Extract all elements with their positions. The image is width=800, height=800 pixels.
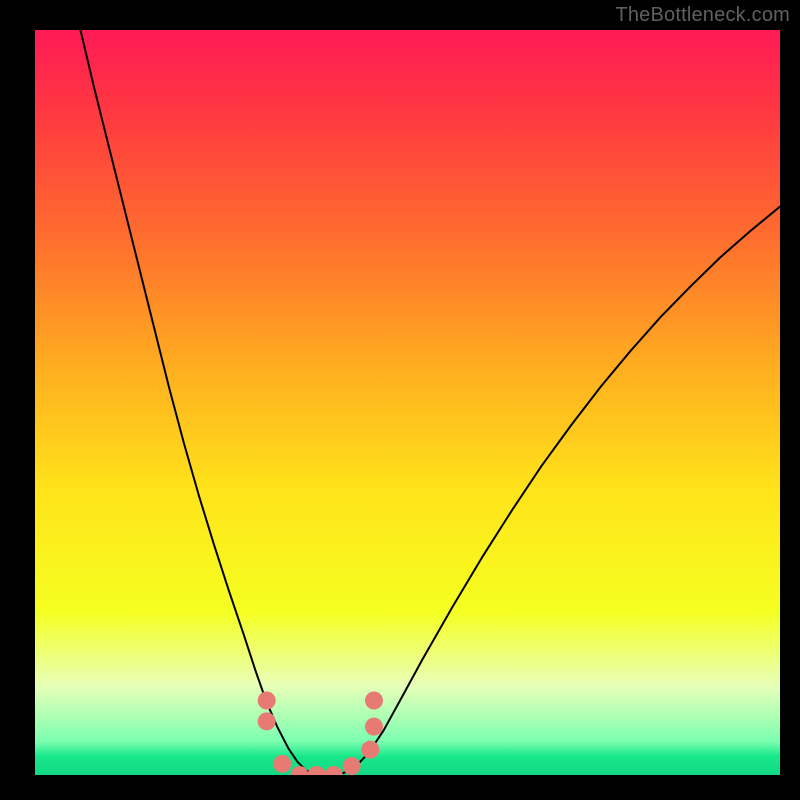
marker-dot: [325, 766, 343, 775]
watermark-text: TheBottleneck.com: [615, 4, 790, 27]
marker-dot: [365, 692, 383, 710]
bottleneck-curve: [80, 30, 780, 775]
marker-group: [258, 692, 383, 776]
marker-dot: [343, 757, 361, 775]
marker-dot: [258, 712, 276, 730]
marker-dot: [365, 718, 383, 736]
marker-dot: [361, 741, 379, 759]
marker-dot: [258, 692, 276, 710]
plot-area: [35, 30, 780, 775]
marker-dot: [273, 755, 291, 773]
curve-layer: [35, 30, 780, 775]
marker-dot: [290, 766, 308, 775]
image-frame: TheBottleneck.com: [0, 0, 800, 800]
marker-dot: [308, 766, 326, 775]
